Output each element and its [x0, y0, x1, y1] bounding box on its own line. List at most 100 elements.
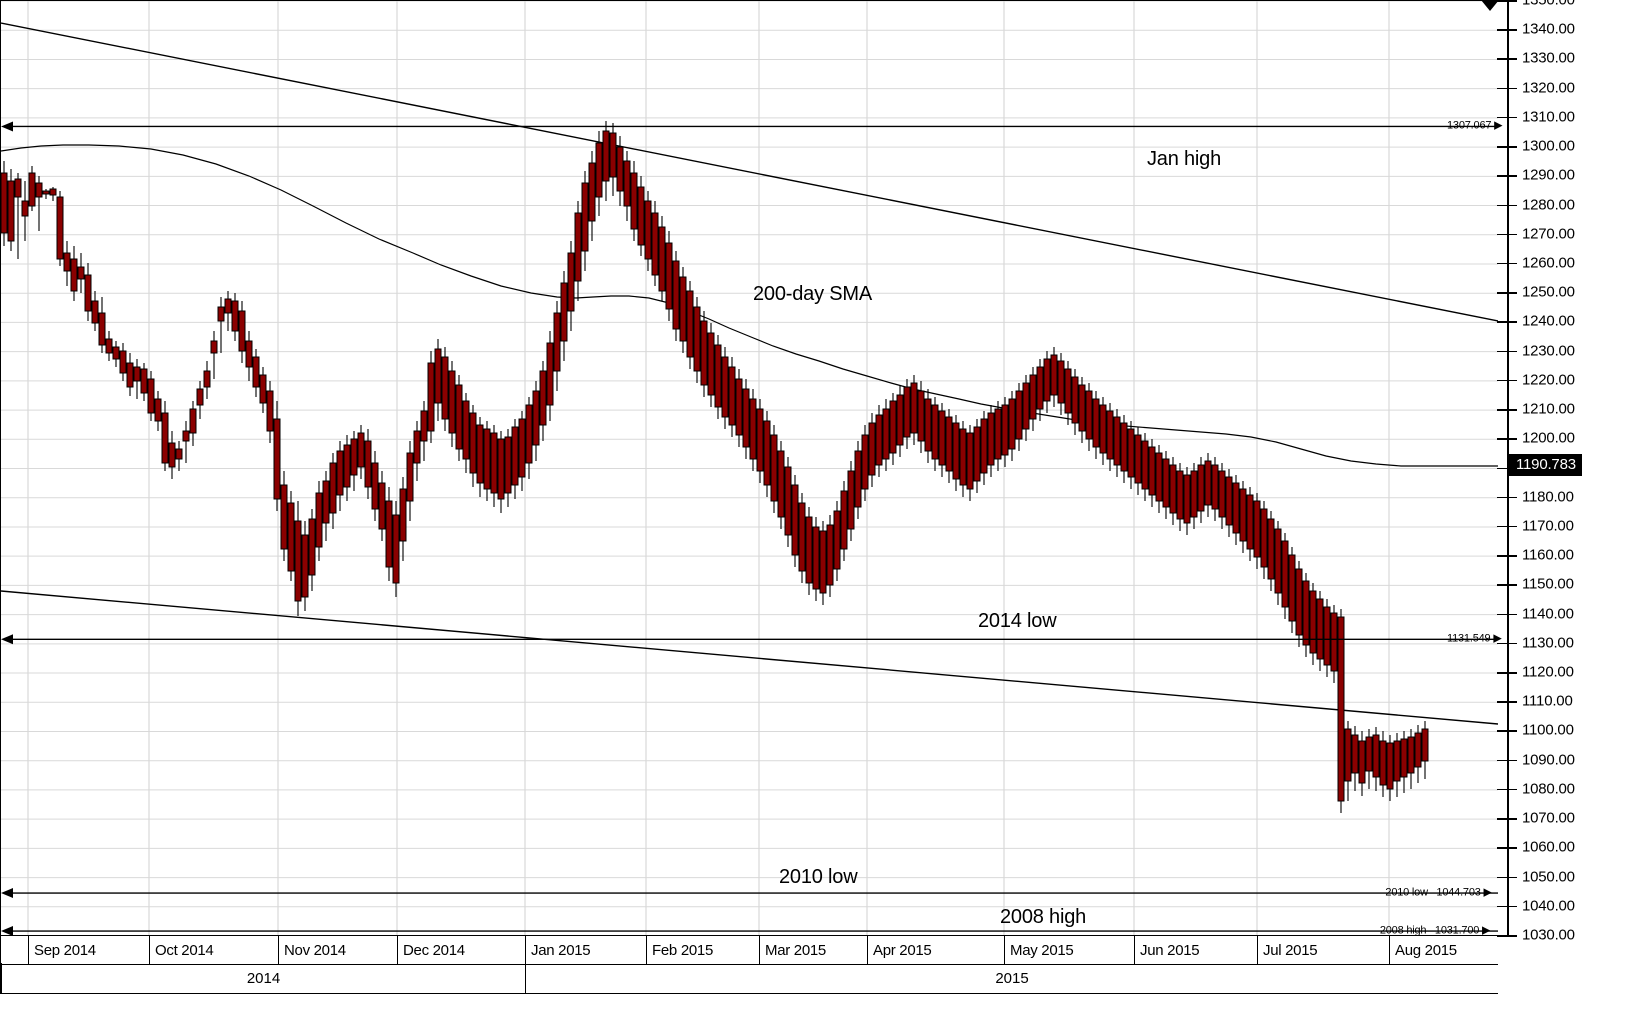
candle-body: [917, 390, 925, 442]
time-axis-month-may-2015[interactable]: May 2015: [1004, 936, 1134, 964]
price-tick-label: 1160.00: [1522, 546, 1574, 564]
candle-body: [791, 484, 799, 556]
candle-body: [630, 172, 638, 230]
candle-body: [1288, 554, 1296, 622]
price-tick: [1497, 321, 1517, 323]
candle-body: [763, 420, 771, 486]
time-axis-year-2015[interactable]: 2015: [525, 963, 1498, 993]
candle-body: [854, 450, 862, 508]
time-axis-month-apr-2015[interactable]: Apr 2015: [867, 936, 1004, 964]
candle-body: [1148, 446, 1156, 496]
candle-body: [1022, 382, 1030, 430]
time-axis-month-mar-2015[interactable]: Mar 2015: [759, 936, 867, 964]
candle-body: [462, 400, 470, 460]
price-tick-label: 1350.00: [1522, 0, 1575, 9]
candle-body: [406, 452, 414, 502]
time-axis-month-sep-2014[interactable]: Sep 2014: [28, 936, 149, 964]
time-axis-month-jan-2015[interactable]: Jan 2015: [525, 936, 646, 964]
candle-body: [1274, 528, 1282, 594]
year-axis[interactable]: 2014 2015: [0, 963, 1498, 994]
price-tick-label: 1130.00: [1522, 634, 1574, 652]
price-tick: [1497, 759, 1517, 762]
candle-body: [105, 338, 113, 354]
candle-body: [308, 518, 316, 576]
time-axis-month-jun-2015[interactable]: Jun 2015: [1134, 936, 1257, 964]
candle-body: [728, 366, 736, 426]
candle-body: [742, 388, 750, 448]
candle-body: [847, 470, 855, 530]
price-tick-label: 1090.00: [1522, 751, 1575, 769]
candle-body: [1029, 374, 1037, 420]
candle-body: [1309, 590, 1317, 654]
candle-body: [553, 312, 561, 372]
price-tick: [1497, 525, 1517, 528]
candle-body: [189, 408, 197, 434]
candle-body: [1064, 368, 1072, 414]
candle-body: [945, 416, 953, 472]
price-tick-label: 1150.00: [1522, 575, 1574, 593]
price-tick-label: 1270.00: [1522, 225, 1575, 243]
candle-body: [1281, 540, 1289, 608]
candle-body: [672, 260, 680, 330]
candle-body: [385, 500, 393, 568]
candle-body: [336, 450, 344, 496]
candle-body: [574, 212, 582, 282]
annotation-200-day-sma: 200-day SMA: [753, 283, 872, 305]
time-axis-year-2014[interactable]: 2014: [1, 963, 525, 993]
upper-descending-trendline: [1, 22, 1498, 322]
candle-body: [1155, 452, 1163, 502]
level-tag-2008-high: 2008 high 1031.700 ▶: [1379, 924, 1491, 937]
price-tick-label: 1040.00: [1522, 897, 1575, 915]
time-axis[interactable]: Sep 2014 Oct 2014 Nov 2014 Dec 2014 Jan 2015…: [0, 935, 1498, 965]
price-chart-plot-area[interactable]: Jan high 200-day SMA 2014 low 2010 low 2008 …: [0, 0, 1498, 936]
candle-body: [595, 142, 603, 198]
candle-body: [371, 462, 379, 510]
candle-body: [448, 370, 456, 434]
candle-body: [266, 390, 274, 432]
candle-body: [1085, 390, 1093, 440]
time-axis-month-nov-2014[interactable]: Nov 2014: [278, 936, 397, 964]
candle-body: [805, 516, 813, 584]
candle-body: [1057, 360, 1065, 404]
candle-body: [1071, 376, 1079, 424]
candle-body: [588, 162, 596, 222]
candle-body: [126, 362, 134, 388]
candle-body: [1036, 366, 1044, 410]
candle-body: [1358, 740, 1366, 784]
candle-body: [721, 356, 729, 418]
candle-body: [1141, 440, 1149, 490]
time-axis-month-oct-2014[interactable]: Oct 2014: [149, 936, 278, 964]
candle-body: [700, 320, 708, 386]
time-axis-month-jul-2015[interactable]: Jul 2015: [1257, 936, 1389, 964]
candle-body: [483, 428, 491, 490]
candle-body: [35, 182, 43, 198]
candle-body: [966, 432, 974, 490]
sma-200-day-line: [1, 144, 1498, 467]
candle-body: [812, 526, 820, 590]
price-tick-label: 1110.00: [1522, 692, 1573, 710]
price-tick-label: 1300.00: [1522, 137, 1575, 155]
candle-body: [1, 172, 8, 234]
candle-body: [1351, 734, 1359, 774]
candle-body: [539, 370, 547, 426]
candle-body: [84, 274, 92, 312]
price-tick: [1497, 262, 1517, 265]
candle-body: [413, 430, 421, 464]
time-axis-month-feb-2015[interactable]: Feb 2015: [646, 936, 759, 964]
time-axis-month-dec-2014[interactable]: Dec 2014: [397, 936, 525, 964]
candle-body: [1379, 740, 1387, 786]
price-axis[interactable]: 1350.00 1340.00 1330.00 1320.00 1310.00 1300.…: [1380, 0, 1651, 944]
candle-body: [56, 196, 64, 260]
candle-body: [490, 432, 498, 494]
price-tick-label: 1070.00: [1522, 809, 1575, 827]
candle-body: [1267, 518, 1275, 580]
candle-body: [749, 398, 757, 460]
candle-body: [1015, 390, 1023, 440]
price-tick: [1497, 87, 1517, 90]
candle-body: [1414, 732, 1422, 768]
price-tick: [1497, 818, 1517, 820]
time-axis-month-aug-2015[interactable]: Aug 2015: [1389, 936, 1498, 964]
candle-body: [119, 350, 127, 374]
candle-body: [315, 492, 323, 548]
